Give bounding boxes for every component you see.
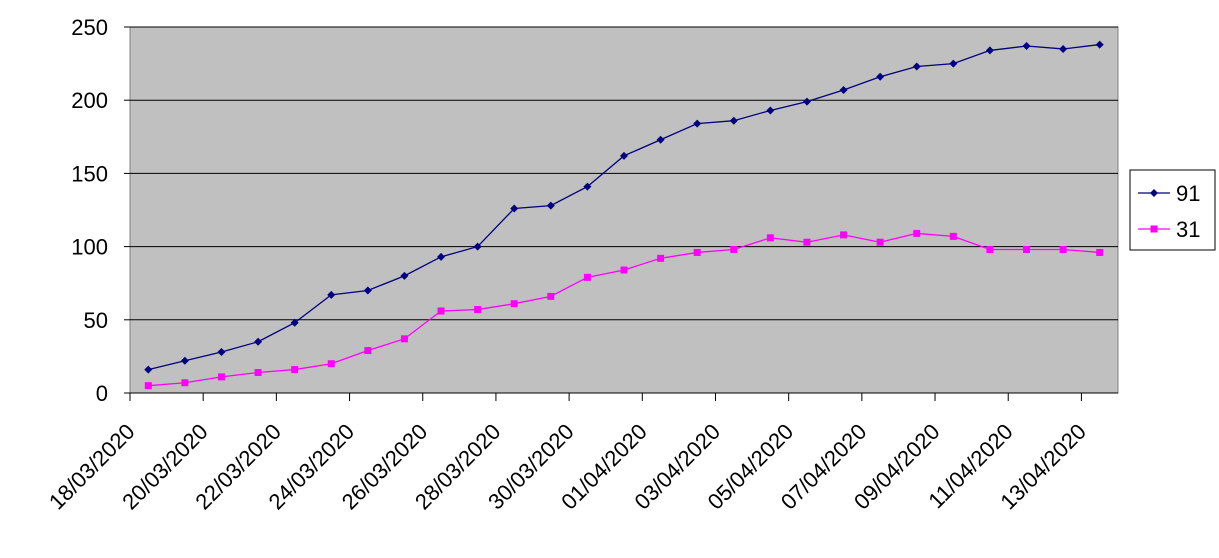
data-point — [839, 85, 848, 94]
data-point — [474, 306, 482, 314]
data-point — [327, 360, 335, 368]
data-point — [656, 135, 665, 144]
data-point — [510, 300, 518, 308]
y-tick-label: 250 — [71, 15, 108, 40]
data-point — [657, 254, 665, 262]
data-point — [985, 46, 994, 55]
data-point — [693, 119, 702, 128]
data-point — [1022, 42, 1031, 51]
y-tick-label: 100 — [71, 235, 108, 260]
data-point — [364, 347, 372, 355]
data-point — [144, 365, 153, 374]
data-point — [802, 97, 811, 106]
data-point — [583, 182, 592, 191]
data-point — [1023, 246, 1031, 254]
legend-marker — [1150, 225, 1158, 233]
y-tick-label: 50 — [84, 308, 108, 333]
y-tick-label: 200 — [71, 88, 108, 113]
data-point — [1096, 248, 1104, 256]
data-point — [840, 231, 848, 239]
y-tick-label: 150 — [71, 161, 108, 186]
data-point — [254, 369, 262, 377]
data-point — [693, 248, 701, 256]
legend-label: 91 — [1176, 181, 1200, 206]
data-point — [547, 292, 555, 300]
data-point — [766, 106, 775, 115]
data-point — [144, 382, 152, 390]
data-point — [254, 337, 263, 346]
data-point — [400, 271, 409, 280]
legend-box — [1129, 169, 1216, 251]
data-point — [400, 335, 408, 343]
data-point — [510, 204, 519, 213]
data-point — [1059, 246, 1067, 254]
data-point — [620, 266, 628, 274]
legend-marker — [1150, 189, 1158, 197]
y-tick-label: 0 — [96, 381, 108, 406]
data-point — [181, 379, 189, 387]
data-point — [473, 242, 482, 251]
data-point — [583, 273, 591, 281]
data-point — [180, 356, 189, 365]
data-point — [912, 62, 921, 71]
data-point — [363, 286, 372, 295]
data-point — [766, 234, 774, 242]
data-point — [986, 246, 994, 254]
data-point — [1095, 40, 1104, 49]
data-point — [291, 366, 299, 374]
data-point — [876, 72, 885, 81]
data-point — [949, 59, 958, 68]
data-point — [913, 229, 921, 237]
data-point — [949, 232, 957, 240]
data-point — [546, 201, 555, 210]
data-point — [217, 348, 226, 357]
data-point — [327, 290, 336, 299]
data-point — [1059, 44, 1068, 53]
data-point — [437, 307, 445, 315]
data-point — [290, 318, 299, 327]
data-point — [803, 238, 811, 246]
data-point — [217, 373, 225, 381]
data-point — [729, 116, 738, 125]
legend-label: 31 — [1176, 217, 1200, 242]
data-point — [620, 151, 628, 160]
plot-area — [129, 26, 1119, 394]
data-point — [876, 238, 884, 246]
data-point — [437, 252, 446, 261]
data-point — [730, 246, 738, 254]
